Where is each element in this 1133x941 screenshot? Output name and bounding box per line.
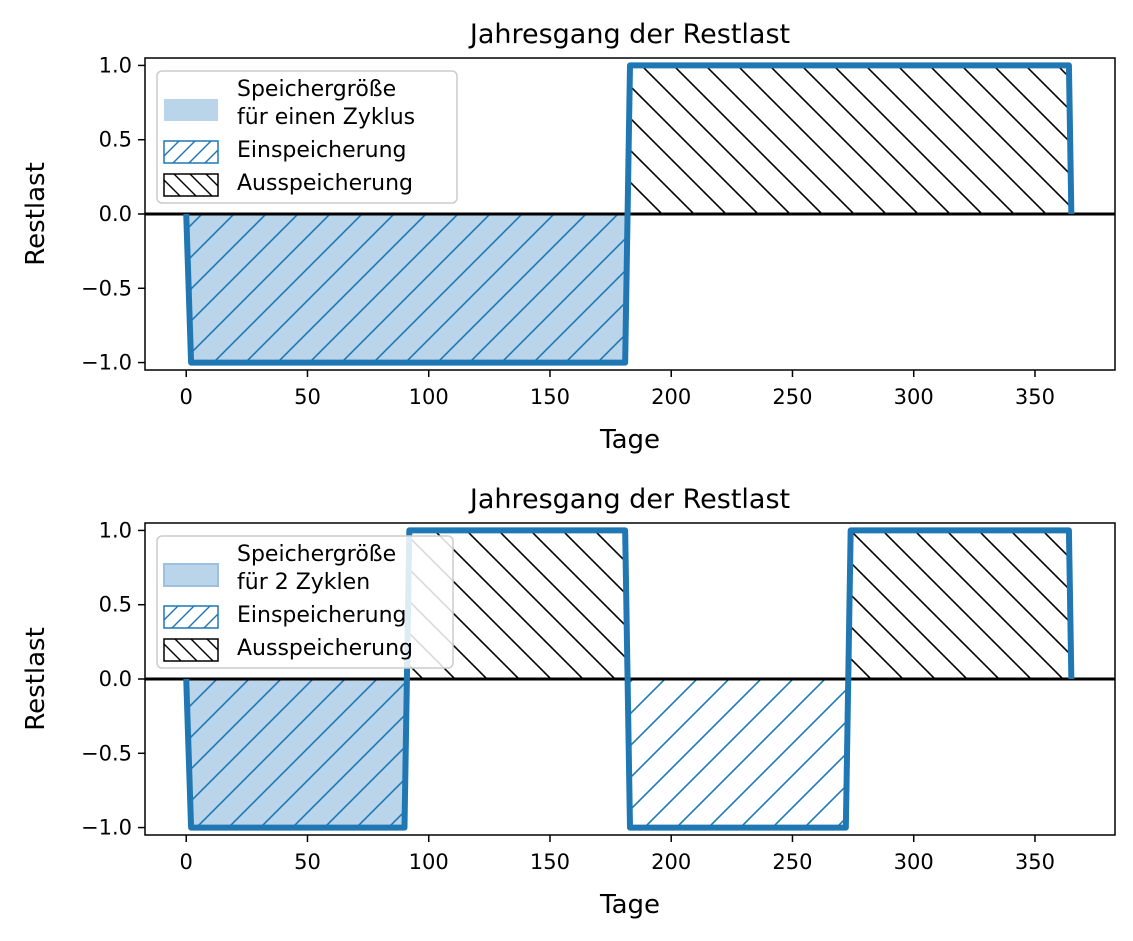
y-tick-label: 0.0	[99, 667, 132, 691]
series-line	[183, 527, 1075, 831]
x-tick-label: 200	[651, 850, 691, 874]
legend-swatch-storage	[164, 99, 218, 121]
chart-1: 0 50 100 150 200 250 300 350 1.0 0.5 0.0 −0.5 −1.0 Ja…	[21, 19, 1116, 455]
y-tick-label: −1.0	[81, 351, 132, 375]
discharge-region	[627, 65, 1072, 214]
y-tick-label: 0.0	[99, 202, 132, 226]
legend-swatch-storage	[163, 563, 219, 587]
x-axis-label: Tage	[599, 890, 660, 920]
y-axis-label: Restlast	[21, 627, 51, 731]
y-tick-label: 1.0	[99, 518, 132, 542]
discharge-region	[848, 530, 1072, 679]
chart-2: 0 50 100 150 200 250 300 350 1.0 0.5 0.0 −0.5 −1.0 Ja…	[21, 484, 1116, 920]
legend-label: für einen Zyklus	[237, 105, 415, 130]
y-tick-label: −0.5	[81, 276, 132, 300]
chart-title: Jahresgang der Restlast	[468, 484, 790, 515]
legend-label: Einspeicherung	[237, 138, 407, 163]
x-axis-label: Tage	[599, 425, 660, 455]
x-tick-label: 300	[894, 850, 934, 874]
legend-label: Einspeicherung	[237, 603, 407, 628]
x-tick-label: 150	[530, 385, 570, 409]
legend-label: Ausspeicherung	[237, 636, 413, 661]
x-tick-label: 0	[180, 385, 193, 409]
y-tick-label: −0.5	[81, 741, 132, 765]
y-tick-label: 0.5	[99, 593, 132, 617]
y-axis-label: Restlast	[21, 162, 51, 266]
charts: 0 50 100 150 200 250 300 350 1.0 0.5 0.0 −0.5 −1.0 Ja…	[21, 19, 1116, 920]
x-tick-label: 350	[1015, 385, 1055, 409]
legend-swatch-charge	[163, 140, 219, 164]
legend-label: Speichergröße	[237, 542, 396, 567]
x-tick-label: 50	[294, 850, 321, 874]
charge-region	[188, 679, 407, 828]
x-tick-label: 250	[772, 385, 812, 409]
charge-region	[188, 214, 628, 363]
x-tick-label: 0	[180, 850, 193, 874]
x-tick-label: 50	[294, 385, 321, 409]
x-tick-label: 250	[772, 850, 812, 874]
legend-label: Ausspeicherung	[237, 171, 413, 196]
y-tick-label: 1.0	[99, 53, 132, 77]
x-tick-label: 350	[1015, 850, 1055, 874]
x-tick-label: 200	[651, 385, 691, 409]
x-tick-label: 150	[530, 850, 570, 874]
y-tick-label: 0.5	[99, 128, 132, 152]
legend-box	[156, 70, 458, 204]
legend-box	[156, 535, 454, 669]
chart-title: Jahresgang der Restlast	[468, 19, 790, 50]
x-tick-label: 100	[409, 385, 449, 409]
legend-swatch-charge	[163, 605, 219, 629]
legend: Speichergröße für einen Zyklus Einspeicher…	[156, 70, 458, 204]
legend: Speichergröße für 2 Zyklen Einspeicherung A…	[156, 535, 454, 669]
y-tick-label: −1.0	[81, 816, 132, 840]
charge-region	[627, 679, 849, 828]
legend-label: Speichergröße	[237, 77, 396, 102]
series-line	[183, 62, 1075, 366]
legend-label: für 2 Zyklen	[237, 570, 370, 595]
legend-swatch-discharge	[163, 173, 219, 197]
x-tick-label: 300	[894, 385, 934, 409]
x-tick-label: 100	[409, 850, 449, 874]
legend-swatch-discharge	[163, 638, 219, 662]
